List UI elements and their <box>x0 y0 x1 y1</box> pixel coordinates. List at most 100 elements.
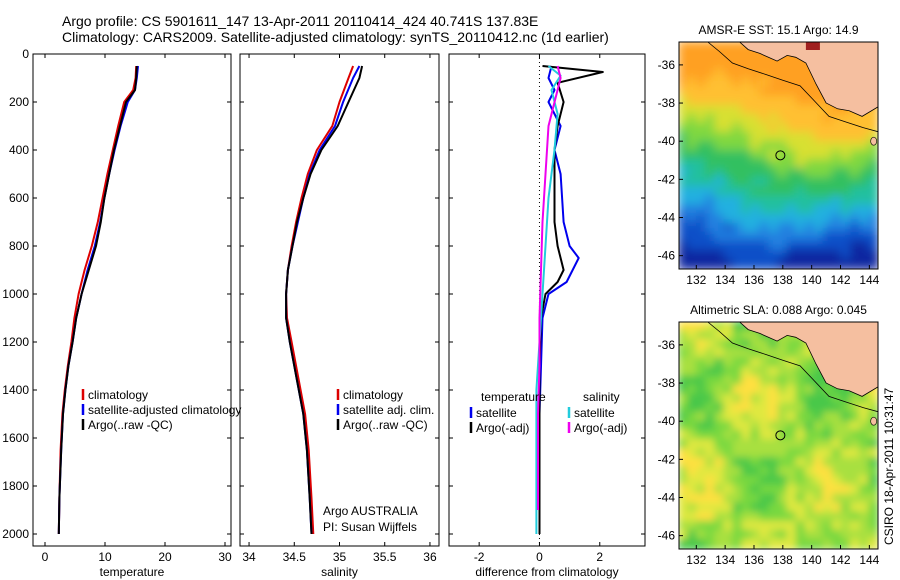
y-tick-label: -38 <box>658 376 676 390</box>
x-tick-label: 138 <box>773 273 793 287</box>
sla-map: Altimetric SLA: 0.088 Argo: 0.045 132 134 1… <box>658 303 880 567</box>
warm-patch <box>805 42 820 50</box>
x-tick-label: 140 <box>802 553 822 567</box>
island <box>870 416 877 426</box>
argo-position-marker <box>775 430 786 441</box>
y-tick-label: 600 <box>9 191 29 205</box>
y-tick-label: 1600 <box>2 431 29 445</box>
x-tick-label: 134 <box>715 273 735 287</box>
x-tick-label: 144 <box>859 273 879 287</box>
x-tick-label: 10 <box>98 550 112 564</box>
series-line-3 <box>537 65 562 510</box>
legend-entry: climatology <box>88 388 148 402</box>
map-title: Altimetric SLA: 0.088 Argo: 0.045 <box>690 303 867 317</box>
y-tick-label: -42 <box>658 452 676 466</box>
legend-entry: Argo(-adj) <box>476 421 529 435</box>
legend-group-title: temperature <box>481 390 546 404</box>
map-field <box>679 42 878 269</box>
legend-entry: Argo(..raw -QC) <box>88 418 173 432</box>
y-tick-label: -46 <box>658 249 676 263</box>
land-mass <box>738 42 878 117</box>
plot-frame <box>239 53 440 547</box>
argo-position-marker <box>775 150 786 161</box>
legend-entry: satellite <box>476 406 517 420</box>
y-tick-label: -36 <box>658 58 676 72</box>
depth-contour <box>707 42 878 133</box>
plot-frame <box>448 53 646 547</box>
y-tick-label: -38 <box>658 96 676 110</box>
y-tick-label: -40 <box>658 134 676 148</box>
series-line-2 <box>57 65 138 535</box>
island <box>870 136 877 146</box>
x-tick-label: 0 <box>536 550 543 564</box>
y-tick-label: 200 <box>9 95 29 109</box>
x-tick-label: 134 <box>715 553 735 567</box>
depth-contour <box>707 322 878 413</box>
x-tick-label: 144 <box>859 553 879 567</box>
y-tick-label: 1200 <box>2 335 29 349</box>
y-tick-label: 0 <box>22 47 29 61</box>
temperature-panel: 0 10 20 30 0 200 400 600 800 1000 1200 1400 1600 1800… <box>2 47 241 579</box>
x-tick-label: 35.5 <box>373 550 397 564</box>
plot-frame <box>32 53 232 547</box>
y-tick-label: 1800 <box>2 479 29 493</box>
legend-entry: satellite <box>574 406 615 420</box>
x-tick-label: 30 <box>218 550 232 564</box>
y-tick-label: -36 <box>658 338 676 352</box>
salinity-panel: 34 34.5 35 35.5 36 salinity climatologysatelli… <box>239 53 440 579</box>
x-tick-label: 136 <box>744 273 764 287</box>
series-line-2 <box>535 65 562 534</box>
x-tick-label: 138 <box>773 553 793 567</box>
legend-entry: satellite-adjusted climatology <box>88 403 241 417</box>
header-line-1: Argo profile: CS 5901611_147 13-Apr-2011… <box>62 13 538 29</box>
x-tick-label: 34.5 <box>283 550 307 564</box>
y-tick-label: 2000 <box>2 527 29 541</box>
legend-entry: Argo(-adj) <box>574 421 627 435</box>
x-tick-label: 132 <box>686 273 706 287</box>
credit-line-2: PI: Susan Wijffels <box>323 520 417 534</box>
map-field <box>679 322 878 549</box>
x-axis-label: salinity <box>321 565 358 579</box>
y-tick-label: -42 <box>658 172 676 186</box>
series-line-0 <box>285 65 355 535</box>
x-tick-label: 132 <box>686 553 706 567</box>
x-tick-label: 136 <box>744 553 764 567</box>
series-line-1 <box>57 65 139 535</box>
y-tick-label: -44 <box>658 490 676 504</box>
series-line-2 <box>285 65 364 535</box>
y-tick-label: -46 <box>658 529 676 543</box>
x-axis-label: temperature <box>100 565 165 579</box>
map-frame <box>678 321 879 550</box>
sst-map: AMSR-E SST: 15.1 Argo: 14.9 132 134 136 138 1… <box>658 23 880 287</box>
x-tick-label: 142 <box>830 273 850 287</box>
series-line-1 <box>538 65 604 534</box>
y-tick-label: 400 <box>9 143 29 157</box>
legend-entry: Argo(..raw -QC) <box>343 418 428 432</box>
land-mass <box>738 322 878 397</box>
series-line-1 <box>285 65 361 535</box>
credit-line-1: Argo AUSTRALIA <box>323 504 418 518</box>
y-tick-label: -40 <box>658 414 676 428</box>
x-tick-label: 2 <box>596 550 603 564</box>
x-tick-label: 140 <box>802 273 822 287</box>
x-tick-label: 142 <box>830 553 850 567</box>
x-axis-label: difference from climatology <box>475 565 618 579</box>
header-line-2: Climatology: CARS2009. Satellite-adjuste… <box>62 29 609 45</box>
legend-entry: satellite adj. clim. <box>343 403 434 417</box>
y-tick-label: 800 <box>9 239 29 253</box>
x-tick-label: 20 <box>158 550 172 564</box>
y-tick-label: 1400 <box>2 383 29 397</box>
map-title: AMSR-E SST: 15.1 Argo: 14.9 <box>698 23 858 37</box>
legend-group-title: salinity <box>583 390 620 404</box>
y-tick-label: -44 <box>658 210 676 224</box>
x-tick-label: 0 <box>42 550 49 564</box>
series-line-0 <box>57 65 138 535</box>
x-tick-label: -2 <box>474 550 485 564</box>
x-tick-label: 36 <box>423 550 437 564</box>
legend-entry: climatology <box>343 388 403 402</box>
x-tick-label: 34 <box>242 550 256 564</box>
x-tick-label: 35 <box>333 550 347 564</box>
map-frame <box>678 41 879 270</box>
